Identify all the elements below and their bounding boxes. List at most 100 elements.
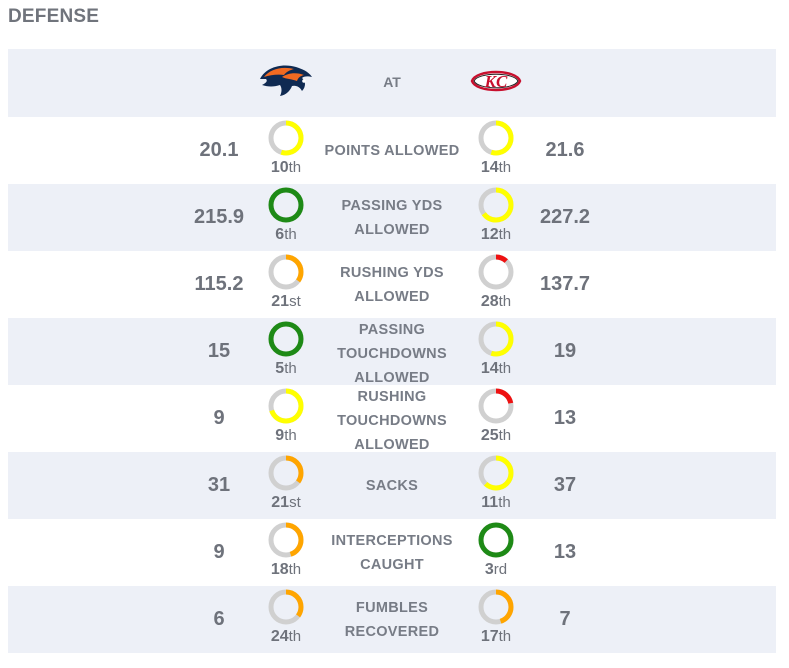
stat-row: 215.9 6th PASSING YDS ALLOWED 12th 227.2 [8,184,776,251]
chiefs-rank-number: 3 [484,561,494,578]
broncos-rank: 9th [266,386,306,445]
chiefs-rank: 14th [476,118,516,177]
chiefs-rank-number: 14 [480,159,499,176]
chiefs-rank-number: 28 [480,293,499,310]
broncos-rank-ring-icon [268,388,304,424]
chiefs-rank-number: 14 [480,360,499,377]
chiefs-rank-ring-icon [478,120,514,156]
broncos-rank-ring-icon [268,522,304,558]
chiefs-rank-ring-icon [478,321,514,357]
stat-row: 15 5th PASSING TOUCHDOWNS ALLOWED 14th 1… [8,318,776,386]
stat-label: PASSING YDS ALLOWED [341,197,443,238]
broncos-stat-value: 215.9 [193,206,245,228]
chiefs-rank: 17th [476,587,516,646]
broncos-rank: 5th [266,319,306,378]
broncos-rank: 21st [266,453,306,512]
broncos-rank-ring-icon [268,589,304,625]
chiefs-rank-number: 17 [480,628,499,645]
broncos-rank-ring-icon [268,455,304,491]
stat-label: PASSING TOUCHDOWNS ALLOWED [337,322,447,386]
stat-label: FUMBLES RECOVERED [344,599,440,640]
broncos-rank: 10th [266,118,306,177]
broncos-rank-number: 21 [271,494,290,511]
broncos-rank: 6th [266,185,306,244]
chiefs-rank-suffix: th [498,293,512,310]
chiefs-rank-ring-icon [478,388,514,424]
chiefs-rank: 28th [476,252,516,311]
broncos-stat-value: 20.1 [199,139,239,161]
broncos-rank-ring-icon [268,187,304,223]
defense-comparison-table: AT KC 20.1 10th POINTS ALLOWED 14th 21.6 [8,49,776,653]
broncos-rank-suffix: th [288,628,302,645]
stat-label: SACKS [365,477,419,494]
broncos-rank-number: 6 [275,226,285,243]
section-title: DEFENSE [8,6,100,27]
chiefs-rank-suffix: th [498,427,512,444]
chiefs-rank: 11th [476,453,516,512]
broncos-rank-number: 21 [271,293,290,310]
stat-row: 6 24th FUMBLES RECOVERED 17th 7 [8,586,776,653]
broncos-rank-suffix: th [284,226,297,243]
broncos-stat-value: 9 [213,541,225,563]
matchup-header: AT KC [8,49,776,117]
broncos-rank-number: 5 [275,360,285,377]
chiefs-rank-number: 12 [480,226,499,243]
chiefs-rank-suffix: th [498,628,512,645]
chiefs-rank-suffix: th [498,494,511,511]
broncos-rank-suffix: th [284,360,297,377]
svg-text:KC: KC [484,72,508,91]
broncos-stat-value: 31 [207,474,231,496]
broncos-rank: 18th [266,520,306,579]
chiefs-rank: 12th [476,185,516,244]
broncos-rank-suffix: st [289,293,301,310]
at-label: AT [383,74,401,90]
chiefs-rank-suffix: rd [493,561,508,578]
broncos-rank: 24th [266,587,306,646]
broncos-rank-ring-icon [268,254,304,290]
stat-label: RUSHING TOUCHDOWNS ALLOWED [337,389,447,453]
chiefs-rank: 3rd [476,520,516,579]
stat-row: 9 18th INTERCEPTIONS CAUGHT 3rd 13 [8,519,776,586]
stat-label: INTERCEPTIONS CAUGHT [331,532,453,573]
stat-row: 115.2 21st RUSHING YDS ALLOWED 28th 137.… [8,251,776,318]
chiefs-stat-value: 13 [553,407,577,429]
chiefs-logo-icon[interactable]: KC [468,61,524,106]
chiefs-rank-ring-icon [478,455,514,491]
chiefs-stat-value: 7 [559,608,571,630]
broncos-rank-number: 9 [275,427,285,444]
chiefs-stat-value: 227.2 [539,206,591,228]
stat-row: 9 9th RUSHING TOUCHDOWNS ALLOWED 25th 13 [8,385,776,453]
chiefs-stat-value: 19 [553,340,577,362]
chiefs-rank-ring-icon [478,522,514,558]
broncos-rank-suffix: st [289,494,301,511]
broncos-logo-icon[interactable] [256,61,314,106]
stat-row: 20.1 10th POINTS ALLOWED 14th 21.6 [8,117,776,184]
broncos-rank-number: 10 [270,159,289,176]
chiefs-stat-value: 37 [553,474,577,496]
chiefs-rank-suffix: th [498,226,512,243]
chiefs-rank: 14th [476,319,516,378]
chiefs-stat-value: 21.6 [545,139,585,161]
broncos-stat-value: 9 [213,407,225,429]
broncos-rank: 21st [266,252,306,311]
broncos-rank-number: 24 [270,628,289,645]
chiefs-rank-suffix: th [498,360,512,377]
stat-label: POINTS ALLOWED [324,142,460,159]
broncos-rank-number: 18 [270,561,289,578]
chiefs-stat-value: 13 [553,541,577,563]
broncos-rank-ring-icon [268,120,304,156]
broncos-rank-suffix: th [288,561,302,578]
chiefs-rank: 25th [476,386,516,445]
chiefs-stat-value: 137.7 [539,273,591,295]
chiefs-rank-suffix: th [498,159,512,176]
chiefs-rank-ring-icon [478,187,514,223]
broncos-stat-value: 6 [213,608,225,630]
broncos-rank-ring-icon [268,321,304,357]
chiefs-rank-number: 11 [481,494,499,511]
broncos-stat-value: 15 [207,340,231,362]
stat-label: RUSHING YDS ALLOWED [340,264,444,305]
broncos-stat-value: 115.2 [194,273,244,295]
chiefs-rank-ring-icon [478,254,514,290]
broncos-rank-suffix: th [284,427,297,444]
chiefs-rank-ring-icon [478,589,514,625]
